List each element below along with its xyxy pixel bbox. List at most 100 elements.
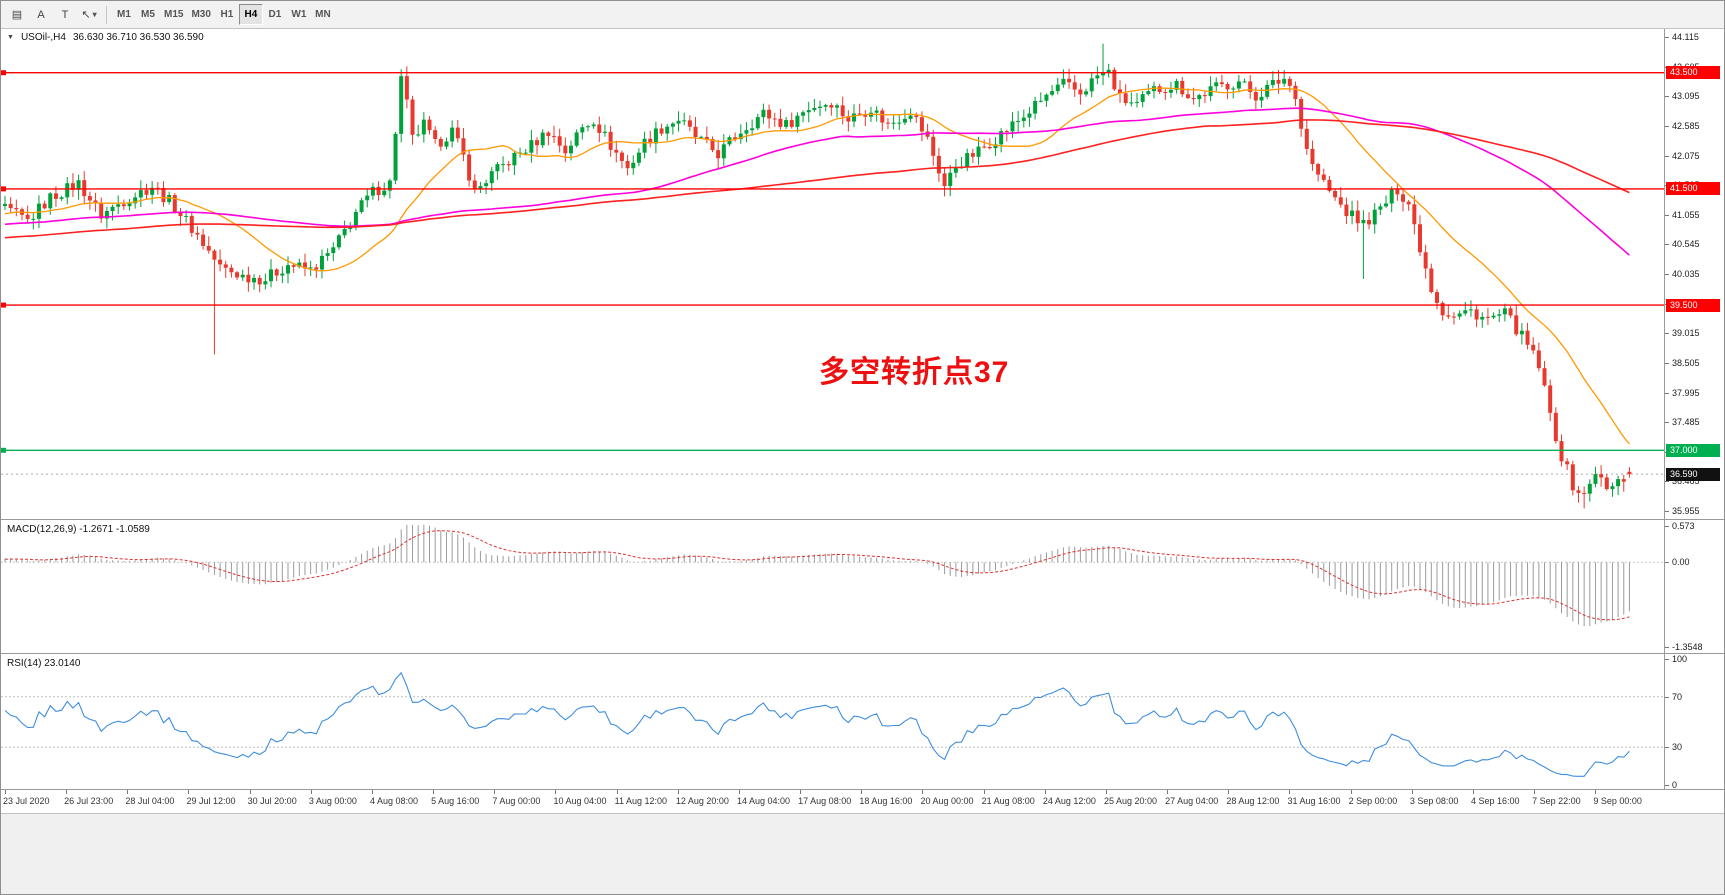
macd-label: MACD(12,26,9) -1.2671 -1.0589	[7, 524, 150, 535]
cursor-tool-button[interactable]: ↖ ▾	[77, 4, 101, 25]
ma-fast-line	[4, 87, 1630, 445]
time-axis-tick	[5, 790, 6, 794]
axis-tick	[1665, 214, 1669, 216]
price-tag-43.500: 43.500	[1666, 66, 1720, 80]
time-axis-label: 7 Sep 22:00	[1532, 796, 1581, 806]
rsi-axis-label: 100	[1672, 654, 1688, 664]
timeframe-button-m1[interactable]: M1	[117, 9, 131, 20]
timeframe-button-h1[interactable]: H1	[220, 9, 234, 20]
time-axis-tick	[1044, 790, 1046, 794]
time-axis-label: 17 Aug 08:00	[798, 796, 852, 806]
axis-tick	[1665, 526, 1669, 528]
axis-tick	[1665, 562, 1669, 564]
price-axis-label: 37.485	[1672, 417, 1700, 428]
axis-tick	[1665, 785, 1669, 786]
time-axis-label: 5 Aug 16:00	[431, 796, 480, 806]
time-axis-tick	[127, 790, 129, 794]
time-axis-label: 14 Aug 04:00	[736, 796, 791, 806]
time-axis-tick	[371, 790, 373, 794]
time-axis-tick	[1105, 790, 1107, 794]
time-axis-tick	[800, 790, 802, 794]
time-axis-tick	[1167, 790, 1169, 794]
text-frame-button[interactable]: T	[53, 4, 77, 25]
price-axis-label: 42.075	[1672, 150, 1700, 161]
bottom-strip	[1, 813, 1724, 894]
macd-chart-svg[interactable]	[1, 521, 1664, 653]
time-axis-tick	[738, 790, 740, 794]
axis-tick	[1665, 125, 1669, 127]
panel-separator-rsi[interactable]	[1, 653, 1724, 654]
price-tag-37.000: 37.000	[1666, 443, 1720, 457]
axis-tick	[1665, 659, 1669, 660]
chart-annotation-text[interactable]: 多空转折点37	[819, 356, 1010, 389]
axis-tick	[1665, 696, 1669, 698]
text-label-button[interactable]: A	[29, 4, 53, 25]
rsi-chart-svg[interactable]	[1, 655, 1664, 789]
time-axis-tick	[1534, 790, 1536, 794]
macd-signal-line	[4, 530, 1630, 621]
timeframe-button-m30[interactable]: M30	[191, 9, 211, 20]
time-axis-label: 12 Aug 20:00	[675, 796, 729, 806]
axis-tick	[1665, 647, 1669, 648]
macd-axis-label: 0.573	[1672, 521, 1695, 532]
horizontal-level-lines[interactable]	[1, 70, 1664, 453]
time-axis-label: 4 Aug 08:00	[369, 796, 419, 806]
panel-separator-macd[interactable]	[1, 519, 1724, 520]
time-axis-label: 3 Sep 08:00	[1409, 796, 1459, 806]
axis-tick	[1665, 37, 1669, 38]
timeframe-button-w1[interactable]: W1	[291, 9, 307, 20]
time-axis-label: 31 Aug 16:00	[1287, 796, 1341, 806]
axis-tick	[1665, 481, 1669, 483]
ohlc-readout: 36.630 36.710 36.530 36.590	[72, 32, 204, 43]
time-axis-label: 29 Jul 12:00	[186, 796, 236, 806]
line-studies-button[interactable]: ▤	[5, 4, 29, 25]
time-axis-tick	[1350, 790, 1352, 794]
time-axis-tick	[494, 790, 496, 794]
main-chart-svg[interactable]	[1, 29, 1664, 519]
time-axis-label: 10 Aug 04:00	[553, 796, 607, 806]
price-axis-label: 41.055	[1672, 209, 1700, 220]
time-axis-label: 7 Aug 00:00	[492, 796, 541, 806]
timeframe-button-mn[interactable]: MN	[315, 9, 331, 20]
macd-axis-label: 0.00	[1672, 557, 1690, 568]
time-axis-label: 21 Aug 08:00	[981, 796, 1035, 806]
ma-slow-line	[4, 119, 1630, 239]
axis-tick	[1665, 333, 1669, 335]
toolbar: ▤ A T ↖ ▾ M1 M5 M15 M30 H1 H4 D1 W1 MN	[1, 1, 1724, 29]
axis-tick	[1665, 96, 1669, 98]
price-axis-label: 43.095	[1672, 91, 1700, 102]
timeframe-button-m15[interactable]: M15	[164, 9, 184, 20]
main-chart-panel: ▼ USOil-,H4 36.630 36.710 36.530 36.590 …	[1, 29, 1664, 519]
time-axis-tick	[249, 790, 251, 794]
time-axis-tick	[616, 790, 618, 794]
text-label-icon: A	[37, 8, 45, 21]
time-axis[interactable]: 23 Jul 2020 26 Jul 23:00 28 Jul 04:00 29 Ju…	[1, 790, 1724, 813]
time-axis-tick	[188, 790, 190, 794]
dropdown-caret-icon: ▾	[92, 10, 97, 19]
symbol-period-label: USOil-,H4	[20, 32, 66, 43]
macd-histogram	[4, 524, 1630, 627]
ma-mid-line	[4, 107, 1630, 256]
rsi-panel: RSI(14) 23.0140	[1, 655, 1664, 789]
timeframe-button-h4[interactable]: H4	[238, 4, 263, 25]
rsi-line	[4, 671, 1630, 777]
macd-axis-label: -1.3548	[1672, 642, 1703, 652]
time-axis-separator	[1, 789, 1724, 790]
axis-tick	[1665, 274, 1669, 275]
collapse-icon[interactable]: ▼	[7, 34, 14, 41]
price-axis[interactable]: 44.11543.60543.09542.58542.07541.56541.0…	[1664, 29, 1724, 790]
rsi-axis-label: 0	[1672, 780, 1678, 790]
timeframe-button-m5[interactable]: M5	[141, 9, 155, 20]
time-axis-tick	[677, 790, 679, 794]
axis-tick	[1665, 392, 1669, 394]
timeframe-button-d1[interactable]: D1	[268, 9, 282, 20]
rsi-axis-label: 70	[1672, 691, 1683, 702]
time-axis-tick	[922, 790, 924, 794]
time-axis-label: 28 Jul 04:00	[125, 796, 175, 806]
time-axis-tick	[1228, 790, 1230, 794]
price-axis-label: 39.015	[1672, 328, 1700, 339]
time-axis-label: 11 Aug 12:00	[614, 796, 668, 806]
time-axis-tick	[861, 790, 863, 794]
time-axis-label: 27 Aug 04:00	[1165, 796, 1219, 806]
